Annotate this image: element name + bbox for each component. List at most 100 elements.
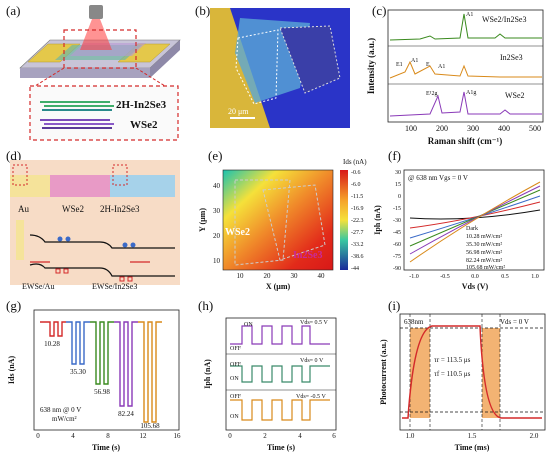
- panel-c-raman-chart: WSe2/In2Se3 In2Se3 WSe2 A1 E1 A1 E A1 E¹…: [366, 9, 544, 146]
- peak-label-3: A1: [411, 58, 418, 64]
- d-label-au: Au: [18, 204, 29, 214]
- g-level-0: 10.28: [44, 340, 60, 348]
- f-legend-0: Dark: [466, 226, 478, 232]
- peak-label-5: A1: [438, 64, 445, 70]
- i-photocurrent-trace: [402, 325, 542, 419]
- peak-label-1: A1: [466, 12, 473, 18]
- panel-a-device-schematic: 2H-In2Se3 WSe2: [19, 5, 181, 141]
- panel-d-band-diagram: Au WSe2 2H-In2Se3 EWSe/Au EWSe/In2Se3: [10, 160, 180, 290]
- panel-i-speed-chart: 638nm Vds = 0 V τr = 113.5 μs τf = 110.5…: [379, 313, 546, 452]
- legend-in2se3: In2Se3: [500, 53, 523, 62]
- i-vds: Vds = 0 V: [500, 318, 529, 326]
- h-off-1: OFF: [230, 346, 242, 352]
- e-ytick-30: 30: [213, 207, 221, 215]
- c-xtick-100: 100: [405, 124, 417, 133]
- panel-label-a: (a): [6, 3, 21, 18]
- g-caption-2: mW/cm²: [52, 415, 77, 423]
- g-xtick-16: 16: [174, 432, 182, 440]
- h-on-3: ON: [230, 414, 239, 420]
- e-ylabel: Y (μm): [198, 208, 207, 232]
- panel-label-d: (d): [6, 148, 22, 163]
- panel-label-c: (c): [372, 3, 387, 18]
- d-label-e-left: EWSe/Au: [22, 282, 54, 290]
- i-xlabel: Time (ms): [455, 443, 490, 452]
- e-xtick-40: 40: [318, 272, 326, 280]
- heterostructure-layers: [40, 101, 114, 129]
- f-legend-1: 10.28 mW/cm²: [466, 234, 502, 240]
- e-region-in2se3: In2Se3: [293, 250, 322, 261]
- g-level-3: 82.24: [118, 410, 134, 418]
- i-xtick-1: 1.0: [406, 432, 415, 440]
- cbar-tick-8: -44: [351, 266, 359, 272]
- e-region-wse2: WSe2: [225, 227, 250, 238]
- h-v1: Vds= 0.5 V: [300, 320, 328, 326]
- d-label-wse2: WSe2: [62, 204, 84, 214]
- f-xtick-4: 1.0: [531, 274, 539, 280]
- h-v3: Vds= -0.5 V: [296, 394, 326, 400]
- i-laser: 638nm: [404, 318, 424, 326]
- c-xtick-500: 500: [529, 124, 541, 133]
- raman-series-wse2-in2se3: [389, 13, 542, 41]
- legend-wse2-in2se3: WSe2/In2Se3: [482, 15, 526, 24]
- h-on-2: ON: [230, 376, 239, 382]
- h-off-2: OFF: [230, 362, 242, 368]
- f-xtick-3: 0.5: [501, 274, 509, 280]
- panel-b-optical-image: 20 μm: [210, 8, 350, 128]
- e-xtick-20: 20: [264, 272, 272, 280]
- panel-label-f: (f): [388, 148, 401, 163]
- panel-e-photocurrent-map: WSe2 In2Se3 Ids (nA) -0.6 -6.0 -11.5 -16…: [198, 158, 367, 291]
- panel-label-e: (e): [208, 148, 223, 163]
- f-ytick-m15: -15: [393, 206, 401, 212]
- h-on-1: ON: [244, 322, 253, 328]
- e-colorbar: [340, 170, 348, 270]
- cbar-tick-3: -16.9: [351, 206, 364, 212]
- f-legend-2: 35.30 mW/cm²: [466, 242, 502, 248]
- raman-series-in2se3: [389, 60, 542, 79]
- h-trace-neg: [230, 399, 330, 421]
- i-tau-r: τr = 113.5 μs: [434, 356, 471, 364]
- g-ylabel: Ids (nA): [7, 356, 16, 385]
- hole-squares: [55, 268, 133, 282]
- i-tau-f: τf = 110.5 μs: [434, 370, 471, 378]
- panel-h-bias-response: ON OFF OFF ON OFF ON Vds= 0.5 V Vds= 0 V…: [203, 317, 337, 452]
- panel-label-i: (i): [388, 298, 401, 313]
- g-xtick-8: 8: [106, 432, 110, 440]
- f-ytick-0: 0: [398, 194, 401, 200]
- f-ylabel: Iph (nA): [373, 205, 382, 235]
- g-level-4: 105.68: [140, 422, 160, 430]
- c-xtick-300: 300: [467, 124, 479, 133]
- f-xtick-0: -1.0: [409, 274, 419, 280]
- laser-head-icon: [89, 5, 103, 19]
- raman-series-wse2: [389, 91, 542, 117]
- scale-bar-label: 20 μm: [228, 107, 249, 116]
- cbar-tick-0: -0.6: [351, 170, 361, 176]
- cbar-tick-2: -11.5: [351, 194, 363, 200]
- f-ytick-15: 15: [395, 182, 401, 188]
- e-ytick-40: 40: [213, 182, 221, 190]
- e-xlabel: X (μm): [266, 282, 291, 291]
- h-xlabel: Time (s): [267, 443, 295, 452]
- c-xtick-200: 200: [436, 124, 448, 133]
- peak-label-4: E: [426, 62, 430, 68]
- f-xtick-2: 0.0: [471, 274, 479, 280]
- i-xtick-15: 1.5: [468, 432, 477, 440]
- panel-label-h: (h): [198, 298, 214, 313]
- f-ytick-m45: -45: [393, 230, 401, 236]
- g-xtick-12: 12: [140, 432, 148, 440]
- h-trace-pos: [230, 325, 330, 345]
- electron-dots: [57, 236, 136, 248]
- f-ytick-m60: -60: [393, 242, 401, 248]
- d-label-e-right: EWSe/In2Se3: [92, 282, 137, 290]
- g-xlabel: Time (s): [92, 443, 120, 452]
- i-xtick-2: 2.0: [530, 432, 539, 440]
- g-xtick-0: 0: [36, 432, 40, 440]
- f-legend-5: 105.68 mW/cm²: [466, 265, 505, 271]
- d-label-in2se3: 2H-In2Se3: [100, 204, 140, 214]
- peak-label-2: E1: [396, 62, 403, 68]
- e-colorbar-title: Ids (nA): [343, 158, 367, 166]
- cbar-tick-6: -33.2: [351, 242, 364, 248]
- f-ytick-m75: -75: [393, 254, 401, 260]
- e-ytick-10: 10: [213, 257, 221, 265]
- g-xtick-4: 4: [71, 432, 75, 440]
- h-v2: Vds= 0 V: [300, 358, 324, 364]
